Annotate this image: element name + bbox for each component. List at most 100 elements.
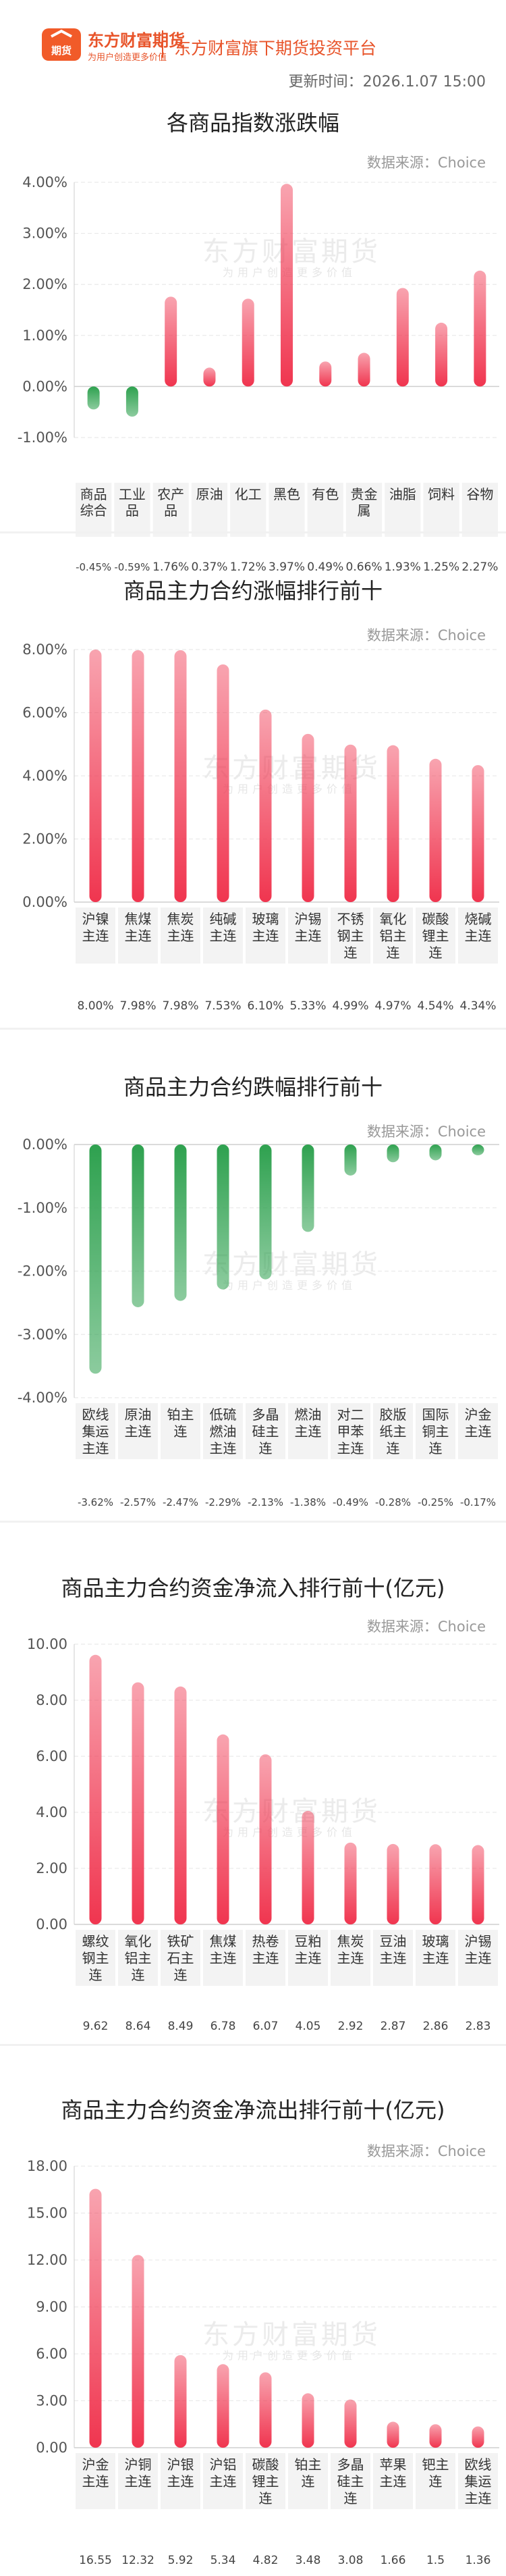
value-label: 1.93% [385,560,421,574]
chart-title: 商品主力合约跌幅排行前十 [123,1074,383,1100]
category-label: 有色 [312,486,339,502]
y-tick-label: 4.00% [22,174,67,190]
value-label: 7.98% [162,999,198,1013]
chart-title: 商品主力合约涨幅排行前十 [123,578,383,604]
y-tick-label: 8.00 [36,1692,67,1708]
category-cell [288,1403,328,1459]
value-label: 8.49 [168,2020,194,2033]
bar [217,1734,229,1924]
bar [344,1145,357,1176]
logo-badge: 期货 [51,45,72,57]
value-label: -3.62% [78,1496,113,1508]
value-label: 0.66% [346,560,383,574]
y-tick-label: 0.00 [36,1916,67,1933]
data-source: 数据来源：Choice [366,1124,486,1140]
category-label: 胶版纸主连 [380,1407,407,1456]
bar [396,288,409,387]
chart-section-outflow: 商品主力合约资金净流出排行前十(亿元) 数据来源：Choice 东方财富期货 为… [0,2046,506,2576]
bar [472,2426,484,2448]
category-cell [161,2453,200,2509]
value-label: 4.99% [332,999,368,1013]
bar [344,2399,357,2448]
category-cell [331,2453,370,2509]
category-cell [203,908,243,964]
category-label: 豆粕主连 [295,1933,322,1966]
category-label: 碳酸锂主连 [252,2456,279,2506]
category-cell [152,483,189,537]
bar [472,1145,484,1155]
y-tick-label: -1.00% [18,429,67,446]
bar [387,2421,399,2448]
bar [132,1145,144,1307]
bar [259,1145,272,1280]
y-tick-label: 9.00 [36,2299,67,2315]
section-divider [0,531,506,533]
category-label: 原油主连 [125,1407,152,1440]
value-label: 5.92 [168,2554,194,2567]
category-cell [373,1403,413,1459]
value-label: -2.13% [248,1496,283,1508]
category-label: 纯碱主连 [210,911,237,944]
value-label: 2.27% [461,560,498,574]
category-cell [203,1930,243,1986]
y-tick-label: 4.00% [22,768,67,784]
section-divider [0,1028,506,1030]
value-label: -2.29% [205,1496,241,1508]
logo-slogan: 为用户创造更多价值 [88,53,167,63]
value-label: -0.45% [76,561,111,573]
bar [429,1844,442,1924]
category-label: 油脂 [389,486,416,502]
y-tick-label: 0.00% [22,378,67,394]
category-cell [458,1930,498,1986]
category-cell [76,483,112,537]
value-label: -0.17% [460,1496,496,1508]
category-label: 焦煤主连 [210,1933,237,1966]
y-tick-label: 6.00 [36,1748,67,1764]
value-label: 7.53% [204,999,241,1013]
category-cell [373,1930,413,1986]
logo-name: 东方财富期货 [88,31,185,50]
bar [217,664,229,902]
category-cell [423,483,459,537]
category-cell [307,483,343,537]
category-label: 不锈钢主连 [337,911,364,961]
category-label: 焦煤主连 [125,911,152,944]
y-tick-label: 0.00 [36,2440,67,2456]
bar [87,386,100,410]
watermark-slogan: 为用户创造更多价值 [223,2349,357,2362]
value-label: 4.54% [417,999,453,1013]
value-label: 8.00% [77,999,113,1013]
category-label: 烧碱主连 [465,911,492,944]
y-tick-label: 10.00 [27,1636,67,1652]
category-label: 多晶硅主连 [252,1407,279,1456]
category-label: 原油 [196,486,223,502]
value-label: -2.47% [163,1496,198,1508]
bar [281,184,293,387]
category-cell [331,1403,370,1459]
bar [217,1145,229,1290]
bar [302,733,314,902]
category-label: 玻璃主连 [252,911,279,944]
y-tick-label: 2.00 [36,1860,67,1876]
y-tick-label: 2.00% [22,831,67,847]
watermark: 东方财富期货 [202,2319,381,2350]
category-label: 欧线集运主连 [82,1407,109,1456]
y-tick-label: 0.00% [22,894,67,910]
category-cell [416,1403,455,1459]
category-cell [191,483,228,537]
category-label: 沪锡主连 [295,911,322,944]
y-tick-label: 8.00% [22,641,67,658]
category-label: 商品综合 [80,486,107,519]
chart-section-top-losers: 商品主力合约跌幅排行前十 数据来源：Choice 东方财富期货 为用户创造更多价… [0,1030,506,1523]
y-tick-label: 15.00 [27,2205,67,2222]
category-cell [114,483,150,537]
value-label: 6.10% [247,999,283,1013]
bar [89,1654,102,1924]
value-label: 3.97% [269,560,305,574]
bar [302,2393,314,2448]
chart-section-index-change: 各商品指数涨跌幅 数据来源：Choice 东方财富期货 为用户创造更多价值 4.… [0,91,506,574]
category-label: 谷物 [466,486,493,502]
bar-chart: 8.00% 6.00% 4.00% 2.00% 0.00% 沪镍主连 8.00% 焦煤主连 7.… [22,641,499,1013]
category-cell [230,483,266,537]
bar [132,650,144,902]
